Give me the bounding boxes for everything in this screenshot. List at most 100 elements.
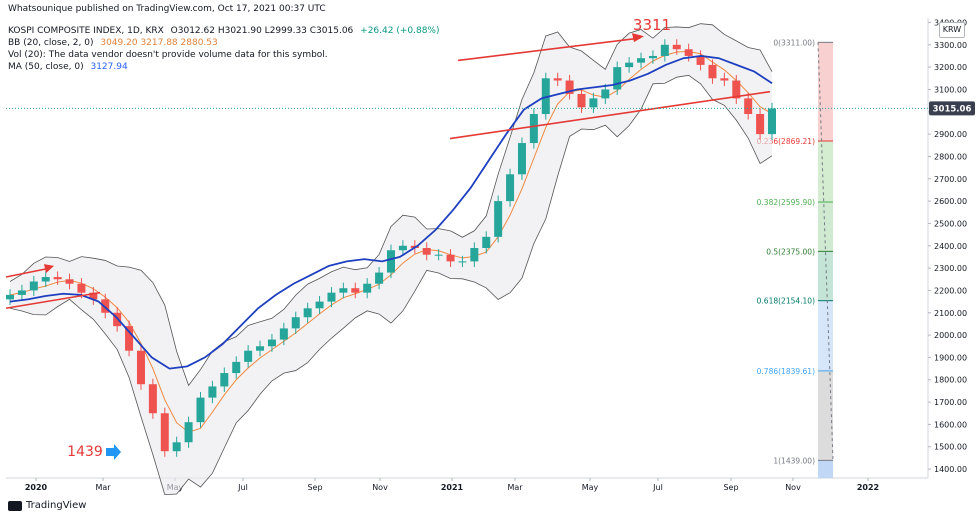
- candle-body: [660, 44, 669, 56]
- x-tick-label: 2022: [857, 483, 879, 492]
- fib-zone: [818, 370, 833, 461]
- y-tick-label: 3300.00: [934, 41, 967, 50]
- x-tick-label: Jul: [652, 483, 663, 492]
- trend-line-lower-2020: [5, 291, 101, 310]
- arrow-head-icon: [632, 33, 644, 43]
- fib-zone: [818, 140, 833, 203]
- x-tick-label: Jul: [237, 483, 248, 492]
- footer: TradingView: [8, 500, 86, 511]
- bb-upper-line: [9, 23, 773, 387]
- candle-body: [494, 201, 503, 237]
- candle-body: [291, 317, 300, 329]
- bb-label: BB (20, close, 2, 0): [8, 38, 94, 48]
- symbol-legend[interactable]: KOSPI COMPOSITE INDEX, 1D, KRX O3012.62 …: [8, 26, 443, 36]
- y-tick-label: 1700.00: [934, 398, 967, 407]
- candle-body: [398, 245, 407, 251]
- candle-body: [720, 78, 729, 81]
- y-tick-label: 2600.00: [934, 197, 967, 206]
- currency-badge[interactable]: KRW: [939, 22, 965, 38]
- candle-body: [422, 248, 431, 255]
- candle-body: [601, 89, 610, 99]
- candle-body: [708, 64, 717, 79]
- arrow-head-icon: [44, 264, 54, 274]
- candle-body: [672, 44, 681, 50]
- candle-body: [637, 58, 646, 63]
- ma-value: 3127.94: [90, 62, 128, 72]
- candle-body: [625, 62, 634, 68]
- candle-body: [529, 114, 538, 144]
- x-tick-label: Mar: [95, 483, 111, 492]
- x-tick-label: Nov: [372, 483, 388, 492]
- x-tick-label: Sep: [723, 483, 738, 492]
- y-tick-label: 2400.00: [934, 242, 967, 251]
- candle-body: [279, 328, 288, 340]
- candle-body: [327, 292, 336, 302]
- candle-body: [541, 78, 550, 115]
- vol-legend[interactable]: Vol (20): The data vendor doesn't provid…: [8, 50, 328, 60]
- candle-body: [125, 326, 134, 351]
- candle-body: [696, 55, 705, 65]
- candle-body: [267, 339, 276, 347]
- y-tick-label: 1900.00: [934, 353, 967, 362]
- fib-level-label: 0.236(2869.21): [757, 137, 815, 146]
- candle-body: [184, 422, 193, 443]
- candle-body: [244, 350, 253, 362]
- candle-body: [65, 279, 74, 284]
- trend-line-lower-2021: [449, 90, 771, 140]
- candle-body: [6, 294, 14, 300]
- candle-body: [565, 80, 574, 94]
- fib-zone: [818, 300, 833, 371]
- candle-body: [589, 98, 598, 108]
- candle-body: [77, 283, 86, 293]
- ma-label: MA (50, close, 0): [8, 62, 84, 72]
- ma-legend[interactable]: MA (50, close, 0) 3127.94: [8, 62, 132, 72]
- y-tick-label: 2900.00: [934, 130, 967, 139]
- y-tick-label: 2500.00: [934, 219, 967, 228]
- candle-body: [220, 373, 229, 387]
- fib-level-label: 0.618(2154.10): [757, 297, 815, 306]
- bb-legend[interactable]: BB (20, close, 2, 0) 3049.20 3217.88 288…: [8, 38, 222, 48]
- candle-body: [29, 281, 38, 291]
- candle-body: [136, 350, 145, 385]
- candle-body: [613, 67, 622, 90]
- candle-body: [375, 272, 384, 284]
- ohlc-values: O3012.62 H3021.90 L2999.33 C3015.06: [170, 26, 354, 36]
- fib-level-label: 0.382(2595.90): [757, 198, 815, 207]
- candle-body: [756, 114, 765, 135]
- publisher-line: Whatsounique published on TradingView.co…: [8, 4, 326, 14]
- candle-body: [101, 299, 110, 313]
- trend-line-upper-2020: [5, 267, 51, 278]
- candle-body: [41, 277, 50, 282]
- candle-body: [315, 301, 324, 309]
- x-tick-label: Sep: [307, 483, 322, 492]
- candle-body: [351, 288, 360, 293]
- candle-body: [744, 98, 753, 115]
- x-tick-label: 2021: [441, 483, 464, 492]
- candle-body: [470, 248, 479, 262]
- candle-body: [148, 384, 157, 414]
- candle-body: [434, 254, 443, 256]
- candle-body: [506, 174, 515, 202]
- y-tick-label: 3100.00: [934, 85, 967, 94]
- y-tick-label: 3200.00: [934, 63, 967, 72]
- candle-body: [17, 290, 26, 295]
- candle-body: [577, 93, 586, 108]
- candle-body: [648, 55, 657, 59]
- candle-body: [303, 308, 312, 318]
- fib-zone: [818, 42, 833, 141]
- y-tick-label: 1500.00: [934, 443, 967, 452]
- y-tick-label: 2300.00: [934, 264, 967, 273]
- x-tick-label: Mar: [507, 483, 523, 492]
- y-tick-label: 1400.00: [934, 465, 967, 474]
- trend-line-upper-2021: [457, 37, 641, 62]
- candle-body: [732, 80, 741, 99]
- price-change: +26.42 (+0.88%): [360, 26, 440, 36]
- y-tick-label: 2800.00: [934, 152, 967, 161]
- candle-body: [446, 254, 455, 262]
- candle-body: [208, 386, 217, 398]
- tradingview-logo-icon: [8, 500, 22, 511]
- symbol-name: KOSPI COMPOSITE INDEX, 1D, KRX: [8, 26, 164, 36]
- y-tick-label: 2200.00: [934, 286, 967, 295]
- y-tick-label: 1800.00: [934, 376, 967, 385]
